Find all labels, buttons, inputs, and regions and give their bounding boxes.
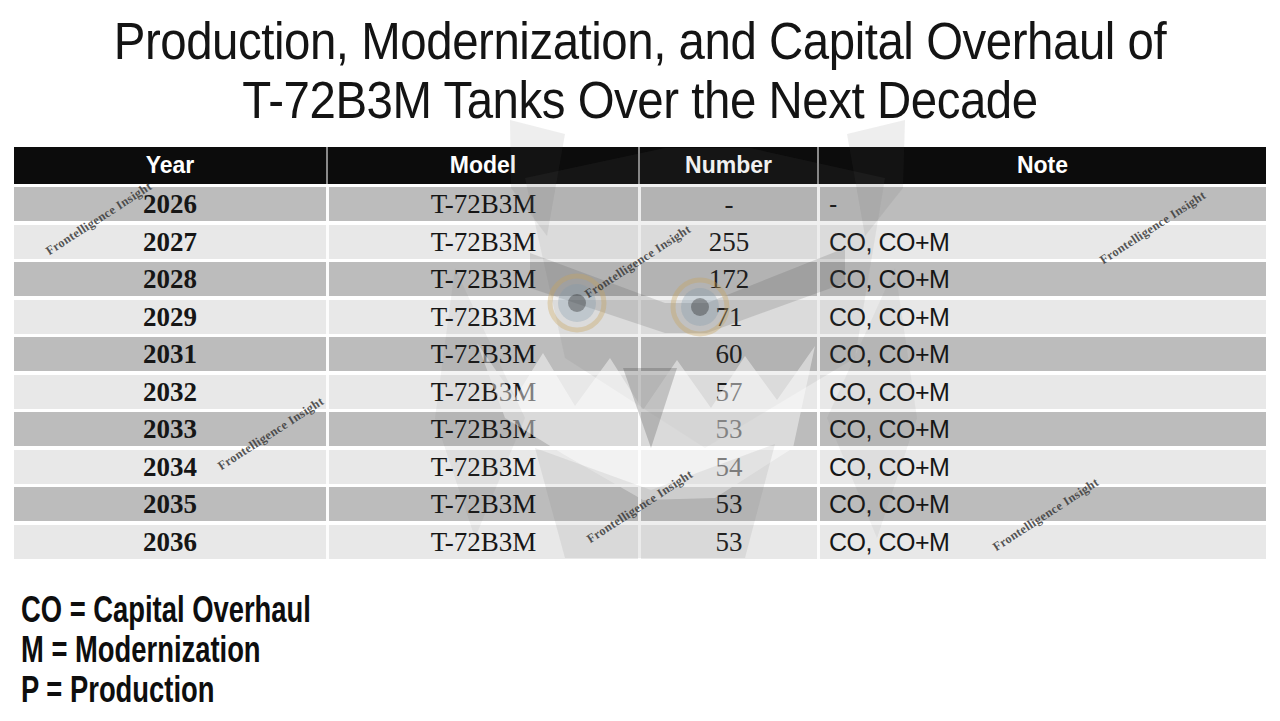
model-cell: T-72B3M <box>326 225 638 259</box>
table-row-2031: 2031T-72B3M60CO, CO+M <box>14 337 1266 371</box>
page-title-line-1: Production, Modernization, and Capital O… <box>45 12 1235 71</box>
model-cell: T-72B3M <box>326 450 638 484</box>
table-row-2033: 2033T-72B3M53CO, CO+M <box>14 412 1266 446</box>
table-row-2032: 2032T-72B3M57CO, CO+M <box>14 375 1266 409</box>
page-title-line-2: T-72B3M Tanks Over the Next Decade <box>45 71 1235 130</box>
note-cell: CO, CO+M <box>817 300 1266 334</box>
table-header-row: Year Model Number Note <box>14 147 1266 184</box>
note-cell: CO, CO+M <box>817 225 1266 259</box>
number-cell: 54 <box>638 450 817 484</box>
year-cell: 2035 <box>14 487 326 521</box>
number-cell: 172 <box>638 262 817 296</box>
note-cell: CO, CO+M <box>817 412 1266 446</box>
year-cell: 2034 <box>14 450 326 484</box>
legend: CO = Capital Overhaul M = Modernization … <box>21 590 413 710</box>
table-body: 2026T-72B3M--2027T-72B3M255CO, CO+M2028T… <box>14 187 1266 559</box>
model-cell: T-72B3M <box>326 375 638 409</box>
year-cell: 2027 <box>14 225 326 259</box>
legend-line-p: P = Production <box>21 670 311 710</box>
page-title: Production, Modernization, and Capital O… <box>0 12 1280 130</box>
table-row-2027: 2027T-72B3M255CO, CO+M <box>14 225 1266 259</box>
table-row-2034: 2034T-72B3M54CO, CO+M <box>14 450 1266 484</box>
note-cell: CO, CO+M <box>817 450 1266 484</box>
note-cell: CO, CO+M <box>817 525 1266 559</box>
year-cell: 2031 <box>14 337 326 371</box>
year-cell: 2028 <box>14 262 326 296</box>
table-row-2029: 2029T-72B3M71CO, CO+M <box>14 300 1266 334</box>
year-cell: 2026 <box>14 187 326 221</box>
legend-line-m: M = Modernization <box>21 630 311 670</box>
number-cell: 71 <box>638 300 817 334</box>
page: { "title": { "line1": "Production, Moder… <box>0 0 1280 721</box>
table-row-2035: 2035T-72B3M53CO, CO+M <box>14 487 1266 521</box>
tanks-table: Year Model Number Note 2026T-72B3M--2027… <box>14 147 1266 559</box>
column-header-number: Number <box>638 147 817 184</box>
year-cell: 2036 <box>14 525 326 559</box>
note-cell: CO, CO+M <box>817 262 1266 296</box>
table-row-2036: 2036T-72B3M53CO, CO+M <box>14 525 1266 559</box>
note-cell: CO, CO+M <box>817 375 1266 409</box>
note-cell: - <box>817 187 1266 221</box>
model-cell: T-72B3M <box>326 262 638 296</box>
model-cell: T-72B3M <box>326 187 638 221</box>
model-cell: T-72B3M <box>326 525 638 559</box>
note-cell: CO, CO+M <box>817 487 1266 521</box>
number-cell: 53 <box>638 487 817 521</box>
year-cell: 2029 <box>14 300 326 334</box>
model-cell: T-72B3M <box>326 487 638 521</box>
year-cell: 2032 <box>14 375 326 409</box>
number-cell: 57 <box>638 375 817 409</box>
number-cell: 53 <box>638 412 817 446</box>
table-row-2026: 2026T-72B3M-- <box>14 187 1266 221</box>
model-cell: T-72B3M <box>326 300 638 334</box>
number-cell: 255 <box>638 225 817 259</box>
column-header-year: Year <box>14 147 326 184</box>
model-cell: T-72B3M <box>326 412 638 446</box>
column-header-model: Model <box>326 147 638 184</box>
table-row-2028: 2028T-72B3M172CO, CO+M <box>14 262 1266 296</box>
year-cell: 2033 <box>14 412 326 446</box>
note-cell: CO, CO+M <box>817 337 1266 371</box>
legend-line-co: CO = Capital Overhaul <box>21 590 311 630</box>
number-cell: 60 <box>638 337 817 371</box>
number-cell: 53 <box>638 525 817 559</box>
number-cell: - <box>638 187 817 221</box>
column-header-note: Note <box>817 147 1266 184</box>
model-cell: T-72B3M <box>326 337 638 371</box>
